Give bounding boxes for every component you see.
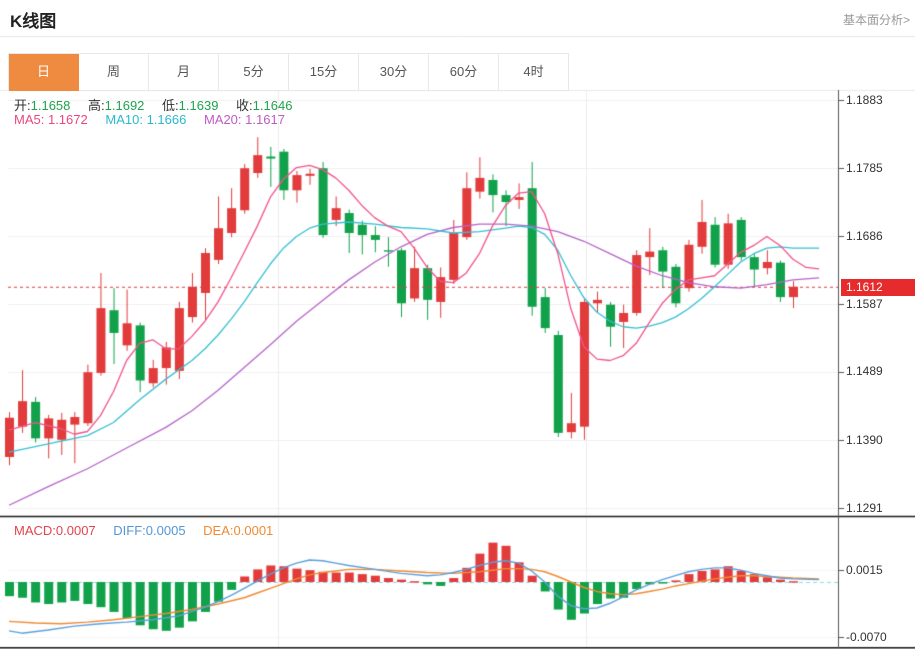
macd-legend: MACD:0.0007 DIFF:0.0005 DEA:0.0001 — [14, 523, 287, 538]
dea-label: DEA: — [203, 523, 234, 538]
high-label: 高: — [88, 98, 105, 113]
price-axis-tick: 1.1686 — [846, 229, 883, 243]
ma10-value: 1.1666 — [146, 112, 187, 127]
ohlc-legend: 开:1.1658 高:1.1692 低:1.1639 收:1.1646 — [14, 95, 306, 114]
price-axis-tick: 1.1390 — [846, 433, 883, 447]
dea-value: 0.0001 — [233, 523, 274, 538]
ma5-label: MA5: — [14, 112, 45, 127]
price-axis-tick: 1.1785 — [846, 161, 883, 175]
tab-4hour[interactable]: 4时 — [499, 54, 569, 91]
ma20-value: 1.1617 — [245, 112, 285, 127]
low-label: 低: — [162, 98, 179, 113]
open-value: 1.1658 — [30, 98, 71, 113]
ma-legend: MA5: 1.1672 MA10: 1.1666 MA20: 1.1617 — [14, 112, 299, 127]
macd-value: 0.0007 — [55, 523, 96, 538]
close-label: 收: — [236, 98, 253, 113]
tab-30min[interactable]: 30分 — [359, 54, 429, 91]
macd-axis-tick: 0.0015 — [846, 563, 883, 577]
price-axis-tick: 1.1489 — [846, 364, 883, 378]
fundamental-analysis-link[interactable]: 基本面分析> — [842, 13, 910, 27]
ma5-value: 1.1672 — [47, 112, 88, 127]
tab-month[interactable]: 月 — [149, 54, 219, 91]
price-axis-tick: 1.1587 — [846, 297, 883, 311]
close-value: 1.1646 — [252, 98, 293, 113]
diff-value: 0.0005 — [145, 523, 186, 538]
tab-15min[interactable]: 15分 — [289, 54, 359, 91]
open-label: 开: — [14, 98, 31, 113]
low-value: 1.1639 — [178, 98, 219, 113]
high-value: 1.1692 — [104, 98, 145, 113]
interval-tabs: 日 周 月 5分 15分 30分 60分 4时 — [8, 53, 569, 91]
tab-week[interactable]: 周 — [79, 54, 149, 91]
page-title: K线图 — [10, 12, 57, 31]
tab-5min[interactable]: 5分 — [219, 54, 289, 91]
macd-label: MACD: — [14, 523, 56, 538]
diff-label: DIFF: — [113, 523, 146, 538]
tab-day[interactable]: 日 — [9, 54, 79, 91]
tab-60min[interactable]: 60分 — [429, 54, 499, 91]
ma20-label: MA20: — [203, 112, 242, 127]
macd-axis-tick: -0.0070 — [846, 630, 887, 644]
ma10-label: MA10: — [105, 112, 143, 127]
current-price-badge: 1.1612 — [841, 279, 915, 296]
price-axis-tick: 1.1883 — [846, 93, 883, 107]
price-axis-tick: 1.1291 — [846, 501, 883, 515]
